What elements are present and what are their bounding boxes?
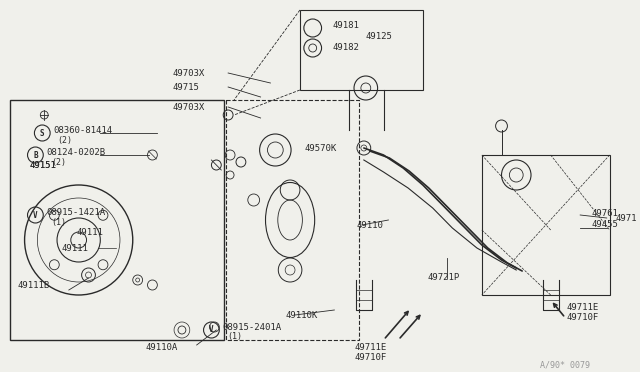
Text: 49455: 49455 [592, 219, 619, 228]
Text: 49125: 49125 [366, 32, 393, 41]
Text: 49710F: 49710F [566, 314, 598, 323]
Text: 49111: 49111 [77, 228, 104, 237]
Bar [226, 100, 359, 340]
Text: V: V [33, 211, 38, 219]
Text: (2): (2) [51, 157, 66, 167]
Text: (2): (2) [57, 135, 72, 144]
Text: 49181: 49181 [332, 20, 359, 29]
Text: 49761: 49761 [592, 208, 619, 218]
Text: 49721P: 49721P [428, 273, 460, 282]
Text: 49182: 49182 [332, 42, 359, 51]
Text: 49570K: 49570K [305, 144, 337, 153]
Text: 49711E: 49711E [566, 304, 598, 312]
Text: 49110K: 49110K [285, 311, 317, 320]
Text: V: V [209, 326, 214, 334]
Text: S: S [40, 128, 45, 138]
Text: 49715: 49715 [172, 83, 199, 92]
Text: 08915-1421A: 08915-1421A [46, 208, 106, 217]
Text: 49110A: 49110A [145, 343, 178, 353]
Text: 49710F: 49710F [354, 353, 387, 362]
Text: 49110: 49110 [357, 221, 384, 230]
Text: 49111: 49111 [62, 244, 89, 253]
Text: (1): (1) [227, 333, 242, 341]
Text: A/90* 0079: A/90* 0079 [540, 360, 590, 369]
Text: 08360-81414: 08360-81414 [53, 125, 112, 135]
Text: 49711E: 49711E [354, 343, 387, 353]
Text: (1): (1) [51, 218, 66, 227]
Text: 49151: 49151 [29, 160, 56, 170]
Text: B: B [33, 151, 38, 160]
Text: 49151: 49151 [29, 160, 56, 170]
Text: 4971: 4971 [616, 214, 637, 222]
Text: 49703X: 49703X [172, 68, 204, 77]
Text: 08915-2401A: 08915-2401A [222, 323, 282, 331]
Text: 08124-0202B: 08124-0202B [46, 148, 106, 157]
Text: 49111B: 49111B [18, 280, 50, 289]
Text: 49703X: 49703X [172, 103, 204, 112]
